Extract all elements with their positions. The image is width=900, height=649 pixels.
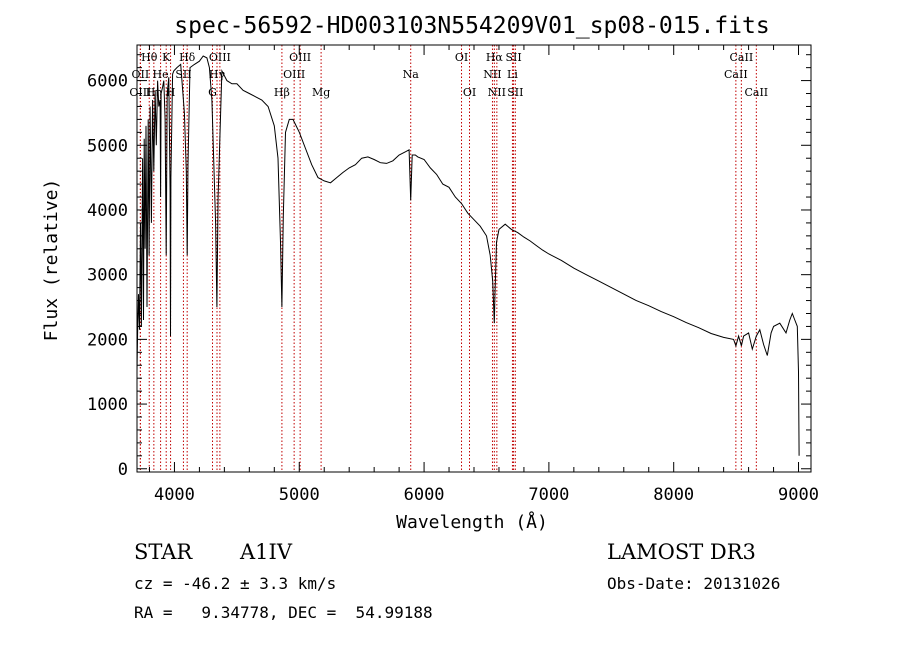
x-axis-label: Wavelength (Å) <box>396 511 548 533</box>
line-marker-label: SII <box>505 51 521 64</box>
line-marker-label: CaII <box>724 68 748 81</box>
object-subclass: A1IV <box>240 540 292 564</box>
line-marker-label: CaII <box>730 51 754 64</box>
line-marker-label: SII <box>175 68 191 81</box>
y-tick-label: 4000 <box>87 201 128 221</box>
y-tick-label: 0 <box>118 460 128 480</box>
y-tick-label: 3000 <box>87 266 128 286</box>
spectrum-series-line <box>136 55 800 456</box>
survey-name: LAMOST DR3 <box>607 540 756 564</box>
line-marker-label: Hβ <box>274 86 290 99</box>
line-marker-label: SII <box>507 86 523 99</box>
line-marker-label: Hγ <box>209 68 226 81</box>
line-marker-label: OI <box>455 51 468 64</box>
x-tick-label: 8000 <box>653 485 694 505</box>
line-marker-label: OIII <box>209 51 231 64</box>
plot-frame <box>136 44 812 473</box>
obs-date-line: Obs-Date: 20131026 <box>607 574 781 593</box>
line-marker-label: H <box>166 86 176 99</box>
y-tick-label: 6000 <box>87 72 128 92</box>
chart-title: spec-56592-HD003103N554209V01_sp08-015.f… <box>174 13 769 39</box>
coords-line: RA = 9.34778, DEC = 54.99188 <box>134 603 433 622</box>
x-tick-label: 9000 <box>778 485 819 505</box>
line-marker-label: Hδ <box>179 51 196 64</box>
line-marker-label: Hα <box>486 51 504 64</box>
line-marker-label: OIII <box>283 68 305 81</box>
x-axis-ticks: 4000 5000 6000 7000 8000 9000 <box>148 45 819 505</box>
line-marker-label: NII <box>483 68 501 81</box>
y-tick-label: 5000 <box>87 136 128 156</box>
line-marker-label: OIII <box>129 86 151 99</box>
y-axis-label: Flux (relative) <box>41 179 62 342</box>
x-tick-label: 5000 <box>279 485 320 505</box>
line-marker-label: Na <box>403 68 420 81</box>
line-marker-label: Hθ <box>141 51 158 64</box>
y-axis-ticks: 0 1000 2000 3000 4000 5000 6000 <box>87 54 811 480</box>
line-marker-label: OIII <box>289 51 311 64</box>
line-marker-label: OII <box>132 68 150 81</box>
x-tick-label: 6000 <box>404 485 445 505</box>
line-marker-label: G <box>208 86 217 99</box>
line-marker-label: K <box>162 51 171 64</box>
line-marker-label: Hη <box>146 86 162 99</box>
line-marker-label: NII <box>488 86 506 99</box>
line-marker-label: CaII <box>744 86 768 99</box>
x-tick-label: 4000 <box>154 485 195 505</box>
object-class: STAR <box>134 540 193 564</box>
line-marker-label: Li <box>507 68 518 81</box>
emission-line-markers <box>139 45 757 472</box>
line-marker-label: Mg <box>312 86 330 99</box>
y-tick-label: 1000 <box>87 395 128 415</box>
x-tick-label: 7000 <box>528 485 569 505</box>
line-marker-label: He <box>153 68 169 81</box>
y-tick-label: 2000 <box>87 330 128 350</box>
redshift-line: cz = -46.2 ± 3.3 km/s <box>134 574 337 593</box>
line-marker-label: OI <box>463 86 476 99</box>
